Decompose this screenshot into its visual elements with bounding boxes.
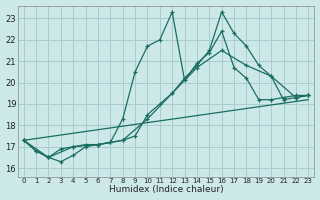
X-axis label: Humidex (Indice chaleur): Humidex (Indice chaleur) xyxy=(109,185,223,194)
